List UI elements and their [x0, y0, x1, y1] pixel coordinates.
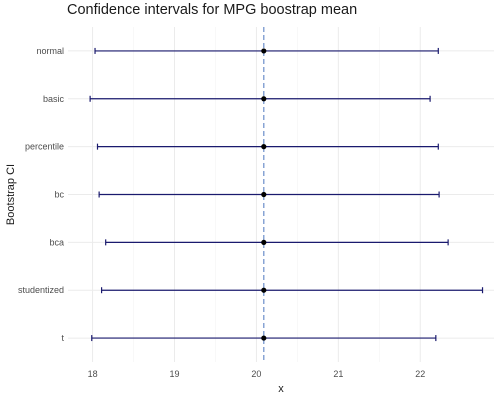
interval-bc	[98, 191, 440, 198]
y-tick-label: t	[61, 333, 64, 343]
estimate-point	[261, 335, 267, 341]
x-tick-labels: 18 19 20 21 22	[88, 369, 426, 379]
y-tick-label: studentized	[18, 285, 64, 295]
interval-t	[91, 335, 437, 342]
interval-basic	[89, 95, 431, 102]
y-tick-label: percentile	[25, 142, 64, 152]
x-tick-label: 19	[169, 369, 179, 379]
interval-studentized	[100, 287, 484, 294]
x-axis-label: x	[278, 383, 284, 395]
estimate-point	[261, 191, 267, 198]
x-tick-label: 18	[88, 369, 98, 379]
x-tick-label: 22	[415, 369, 425, 379]
chart-title: Confidence intervals for MPG boostrap me…	[67, 2, 358, 18]
y-tick-label: bca	[49, 237, 64, 247]
y-tick-labels: normal basic percentile bc bca studentized t	[18, 46, 65, 343]
estimate-point	[261, 96, 267, 102]
y-tick-label: bc	[54, 190, 64, 200]
interval-bca	[105, 239, 449, 246]
x-tick-label: 20	[251, 369, 261, 379]
estimate-point	[261, 239, 267, 245]
interval-normal	[94, 47, 439, 54]
intervals	[89, 47, 484, 342]
estimate-point	[261, 48, 267, 54]
x-tick-label: 21	[333, 369, 343, 379]
y-tick-label: normal	[36, 46, 64, 56]
estimate-point	[261, 287, 267, 293]
y-axis-label: Bootstrap CI	[5, 164, 17, 225]
estimate-point	[261, 144, 267, 150]
y-tick-label: basic	[43, 94, 65, 104]
interval-percentile	[96, 143, 439, 150]
